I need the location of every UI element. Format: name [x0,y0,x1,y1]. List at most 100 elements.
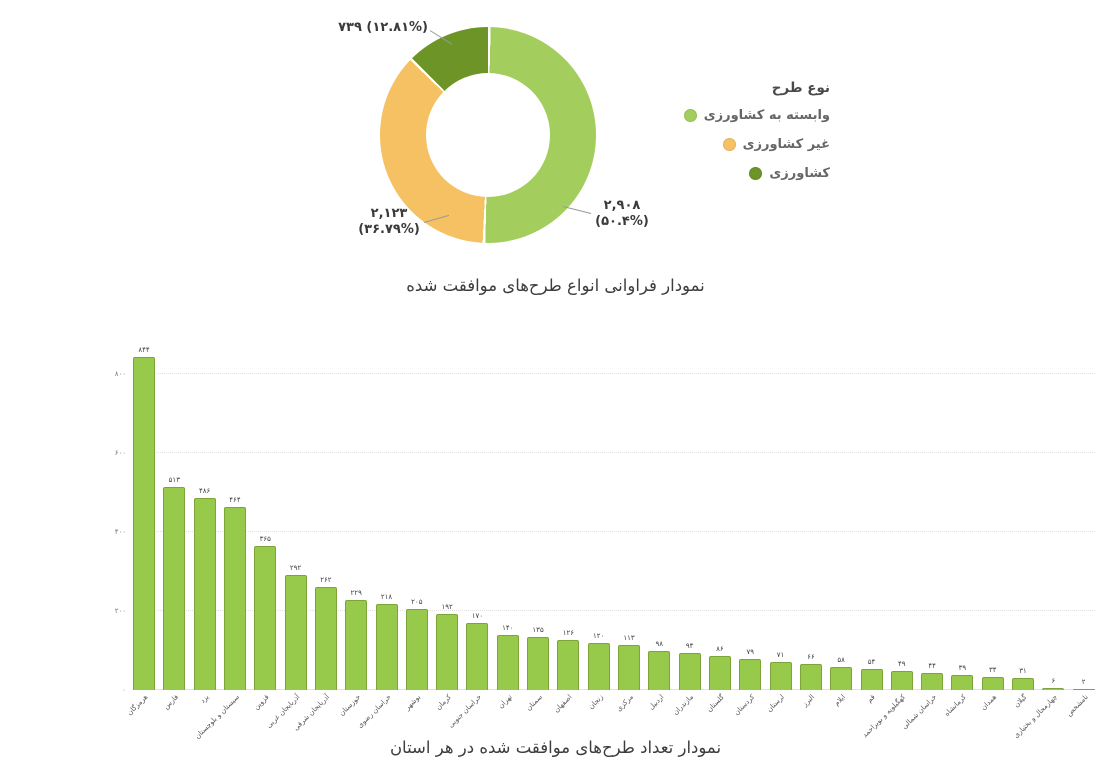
donut-label-non-agriculture-value: ۲,۱۲۳ [370,206,408,221]
bar[interactable] [193,498,216,690]
bar-value-label: ۳۴ [988,665,997,674]
pie-legend: نوع طرح وابسته به کشاورزی غیر کشاورزی کش… [640,80,830,195]
bar-x-label: نامشخص [1064,693,1090,718]
bar[interactable] [405,609,428,690]
bar[interactable] [284,574,307,690]
bar-chart-title: نمودار تعداد طرح‌های موافقت شده در هر اس… [389,738,722,757]
bar-value-label: ۳۶۵ [259,534,271,543]
bar[interactable] [890,670,913,690]
bar-value-label: ۱۲۰ [593,631,605,640]
bar[interactable] [254,545,277,690]
bar[interactable] [587,642,610,690]
bar-x-label: ایلام [832,693,847,708]
bar-x-label: کردستان [732,693,756,717]
bar-cell: ۱۱۳ مرکزی [615,350,640,713]
bar[interactable] [375,603,398,690]
bar[interactable] [981,676,1004,690]
bar-cell: ۶۶ البرز [799,350,822,708]
bar[interactable] [921,672,944,690]
bar-cell: ۹۸ اردبیل [647,350,671,711]
pie-chart-title: نمودار فراوانی انواع طرح‌های موافقت شده [406,276,705,295]
bar[interactable] [951,674,974,690]
bar-cell: ۱۷۰ خراسان جنوبی [447,350,489,729]
donut-chart[interactable] [380,27,596,243]
gridline-0: ۰ [122,686,1095,694]
y-tick-label: ۴۰۰ [114,528,126,536]
bar-cell: ۷۹ کردستان [732,350,762,717]
bar-x-label: گیلان [1012,693,1029,710]
bar[interactable] [466,622,489,690]
bar-x-label: البرز [801,693,817,709]
bar-value-label: ۱۱۳ [623,634,635,643]
bar-cell: ۳۱ گیلان [1012,350,1035,709]
bar-value-label: ۸۴۴ [138,345,150,354]
legend-item-agriculture[interactable]: کشاورزی [640,166,830,181]
bar[interactable] [648,651,671,690]
y-tick-label: ۰ [122,686,126,694]
bar-cell: ۱۲۶ اصفهان [553,350,580,714]
bar[interactable] [436,614,459,690]
legend-title: نوع طرح [771,80,830,96]
bar[interactable] [496,634,519,690]
connector-line-agri-dependent [562,206,592,215]
bar[interactable] [739,658,762,690]
bar-value-label: ۴۹ [898,659,906,668]
bar-value-label: ۲۱۸ [380,592,393,601]
bar-x-label: هرمزگان [125,693,150,717]
bar[interactable] [860,668,883,690]
bar-cell: ۲۶۲ آذربایجان شرقی [292,350,337,732]
bar-value-label: ۴۴ [928,661,936,670]
bar[interactable] [345,599,368,690]
bar-x-label: تهران [496,693,514,711]
bar[interactable] [618,645,640,690]
bar-x-label: بوشهر [403,693,423,712]
bar[interactable] [799,663,822,690]
bar[interactable] [1072,688,1095,690]
bar[interactable] [769,661,792,690]
bar[interactable] [223,506,246,690]
gridline-800: ۸۰۰ [115,370,1095,378]
bar-cell: ۵۸ ایلام [830,350,853,707]
bar-cell: ۴۴ خراسان شمالی [900,350,944,731]
bar-x-label: زنجان [586,693,605,711]
bar-cell: ۱۳۵ سمنان [524,350,550,712]
bar-cell: ۶ چهارمحال و بختیاری [1012,350,1065,740]
bar-x-label: مرکزی [614,693,635,714]
donut-hole [426,73,550,197]
bar[interactable] [163,487,186,690]
bar[interactable] [1042,687,1065,690]
bar-x-label: مازندران [671,693,696,717]
legend-item-agri-dependent[interactable]: وابسته به کشاورزی [640,108,830,123]
bar-value-label: ۹۸ [655,640,664,649]
bar-cell: ۴۶۴ سیستان و بلوچستان [193,350,246,741]
bar-cell: ۲ نامشخص [1064,350,1095,718]
bar-value-label: ۶۶ [807,652,815,661]
gridline-400: ۴۰۰ [115,528,1095,536]
bar[interactable] [708,656,731,690]
bar-x-label: لرستان [765,693,787,714]
bar-value-label: ۳۱ [1019,666,1027,675]
bar[interactable] [527,636,550,690]
bar-cell: ۹۴ مازندران [672,350,701,717]
y-tick-label: ۲۰۰ [114,607,126,615]
bar-value-label: ۹۴ [685,641,694,650]
donut-label-agri-dependent-pct: (۵۰.۴%) [595,214,649,230]
bar-chart-plot-area: ۰ ۲۰۰ ۴۰۰ ۶۰۰ ۸۰۰ ۸۴۴ هرمزگان ۵۱۳ فارس ۴۸۶ یزد ۴۶۴ س… [115,346,1095,741]
bar[interactable] [314,586,337,690]
bar[interactable] [678,652,701,690]
bar-cell: ۴۸۶ یزد [193,350,216,705]
bar-x-label: سمنان [524,693,544,713]
legend-item-non-agriculture[interactable]: غیر کشاورزی [640,137,830,152]
bar-cell: ۱۲۰ زنجان [587,350,610,711]
bar[interactable] [557,640,580,690]
bar[interactable] [133,356,155,690]
donut-label-agri-dependent: ۲,۹۰۸ (۵۰.۴%) [592,198,652,231]
y-tick-label: ۸۰۰ [114,370,126,378]
bar[interactable] [1012,677,1035,690]
bar-value-label: ۷۱ [776,650,785,659]
bar-value-label: ۱۷۰ [471,611,484,620]
bar[interactable] [830,667,853,690]
bar-cell: ۱۹۲ کرمان [434,350,459,712]
bar-value-label: ۱۲۶ [562,629,575,638]
legend-item-label: وابسته به کشاورزی [703,108,830,123]
